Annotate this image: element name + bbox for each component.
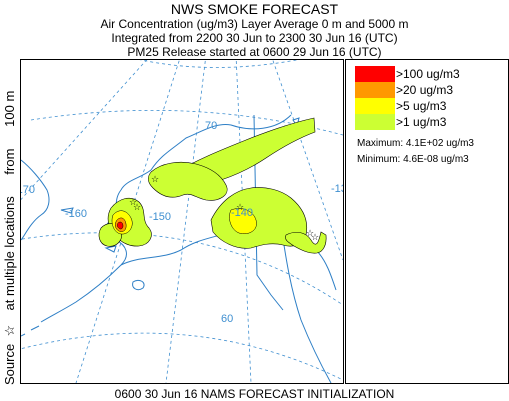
source-from-label: from — [2, 148, 17, 175]
source-label: Source — [2, 343, 17, 385]
coast-kodiak — [132, 279, 145, 291]
smoke-plume-light — [98, 117, 327, 254]
legend-swatch-green — [355, 114, 395, 130]
smoke-plume-red — [117, 221, 124, 230]
subtitle-release: PM25 Release started at 0600 29 Jun 16 (… — [127, 45, 382, 59]
coast-st-lawrence — [60, 207, 74, 214]
lat-line-50 — [21, 332, 343, 381]
legend-label: >20 ug/m3 — [396, 83, 454, 97]
title-block: NWS SMOKE FORECAST Air Concentration (ug… — [0, 0, 509, 59]
legend-item: >1 ug/m3 — [355, 114, 446, 130]
subtitle-integration: Integrated from 2200 30 Jun to 2300 30 J… — [111, 31, 398, 45]
lon-label-140: -140 — [231, 207, 253, 219]
coastline — [21, 114, 337, 383]
source-height-label: 100 m — [2, 90, 17, 127]
lon-label-130: -130 — [331, 183, 343, 195]
lat-line-70 — [30, 109, 343, 136]
source-side-label: Source ☆ at multiple locations from 100 … — [2, 90, 17, 385]
plume-central — [147, 161, 228, 201]
lon-line-150 — [165, 60, 206, 383]
map-panel: ☆ ☆ ☆ ☆ ☆ ☆ -170 -160 -150 -140 -130 70 … — [20, 59, 344, 384]
map-svg: ☆ ☆ ☆ ☆ ☆ ☆ -170 -160 -150 -140 -130 70 … — [21, 60, 343, 383]
star-icon: ☆ — [151, 175, 159, 185]
lon-line-130 — [272, 60, 343, 261]
coast-aleutians — [21, 325, 40, 337]
source-location-label: at multiple locations — [2, 196, 17, 311]
coast-nunivak — [104, 245, 117, 253]
legend-swatch-red — [355, 66, 395, 82]
source-markers: ☆ ☆ ☆ ☆ ☆ ☆ — [129, 175, 319, 243]
star-icon: ☆ — [311, 233, 319, 243]
star-icon: ☆ — [2, 314, 17, 341]
lat-label-60: 60 — [221, 313, 233, 325]
lat-label-70: 70 — [205, 120, 217, 132]
subtitle-layer: Air Concentration (ug/m3) Layer Average … — [100, 17, 409, 31]
chart-title: NWS SMOKE FORECAST — [170, 1, 339, 17]
lon-label-170: -170 — [21, 184, 35, 196]
coast-bc — [280, 224, 332, 383]
legend-label: >5 ug/m3 — [396, 99, 447, 113]
latitude-lines — [21, 60, 343, 381]
plume-southeast — [285, 231, 327, 254]
coast-alaska-north — [120, 114, 292, 191]
star-icon: ☆ — [306, 229, 314, 239]
star-icon: ☆ — [236, 203, 244, 213]
lat-line-80 — [139, 60, 299, 68]
legend-label: >100 ug/m3 — [396, 67, 460, 81]
legend-item: >20 ug/m3 — [355, 82, 453, 98]
star-icon: ☆ — [129, 198, 137, 208]
legend-item: >100 ug/m3 — [355, 66, 460, 82]
coast-russia — [21, 159, 50, 241]
legend-swatch-yellow — [355, 98, 395, 114]
legend-swatch-orange — [355, 82, 395, 98]
legend-minimum: Minimum: 4.6E-08 ug/m3 — [357, 154, 469, 165]
star-icon: ☆ — [133, 203, 141, 213]
legend-label: >1 ug/m3 — [396, 115, 447, 129]
legend-maximum: Maximum: 4.1E+02 ug/m3 — [357, 138, 474, 149]
grid-labels: -170 -160 -150 -140 -130 70 60 — [21, 120, 343, 325]
plume-yellow-east — [229, 208, 257, 234]
lon-line-170 — [21, 60, 148, 201]
legend-panel: >100 ug/m3 >20 ug/m3 >5 ug/m3 >1 ug/m3 M… — [345, 59, 509, 384]
lat-line-60 — [21, 232, 343, 306]
plume-red-west — [117, 221, 124, 230]
lon-label-160: -160 — [65, 208, 87, 220]
lon-label-150: -150 — [149, 211, 171, 223]
legend-item: >5 ug/m3 — [355, 98, 446, 114]
footer-initialization: 0600 30 Jun 16 NAMS FORECAST INITIALIZAT… — [114, 387, 395, 401]
coast-peninsula — [40, 264, 122, 323]
